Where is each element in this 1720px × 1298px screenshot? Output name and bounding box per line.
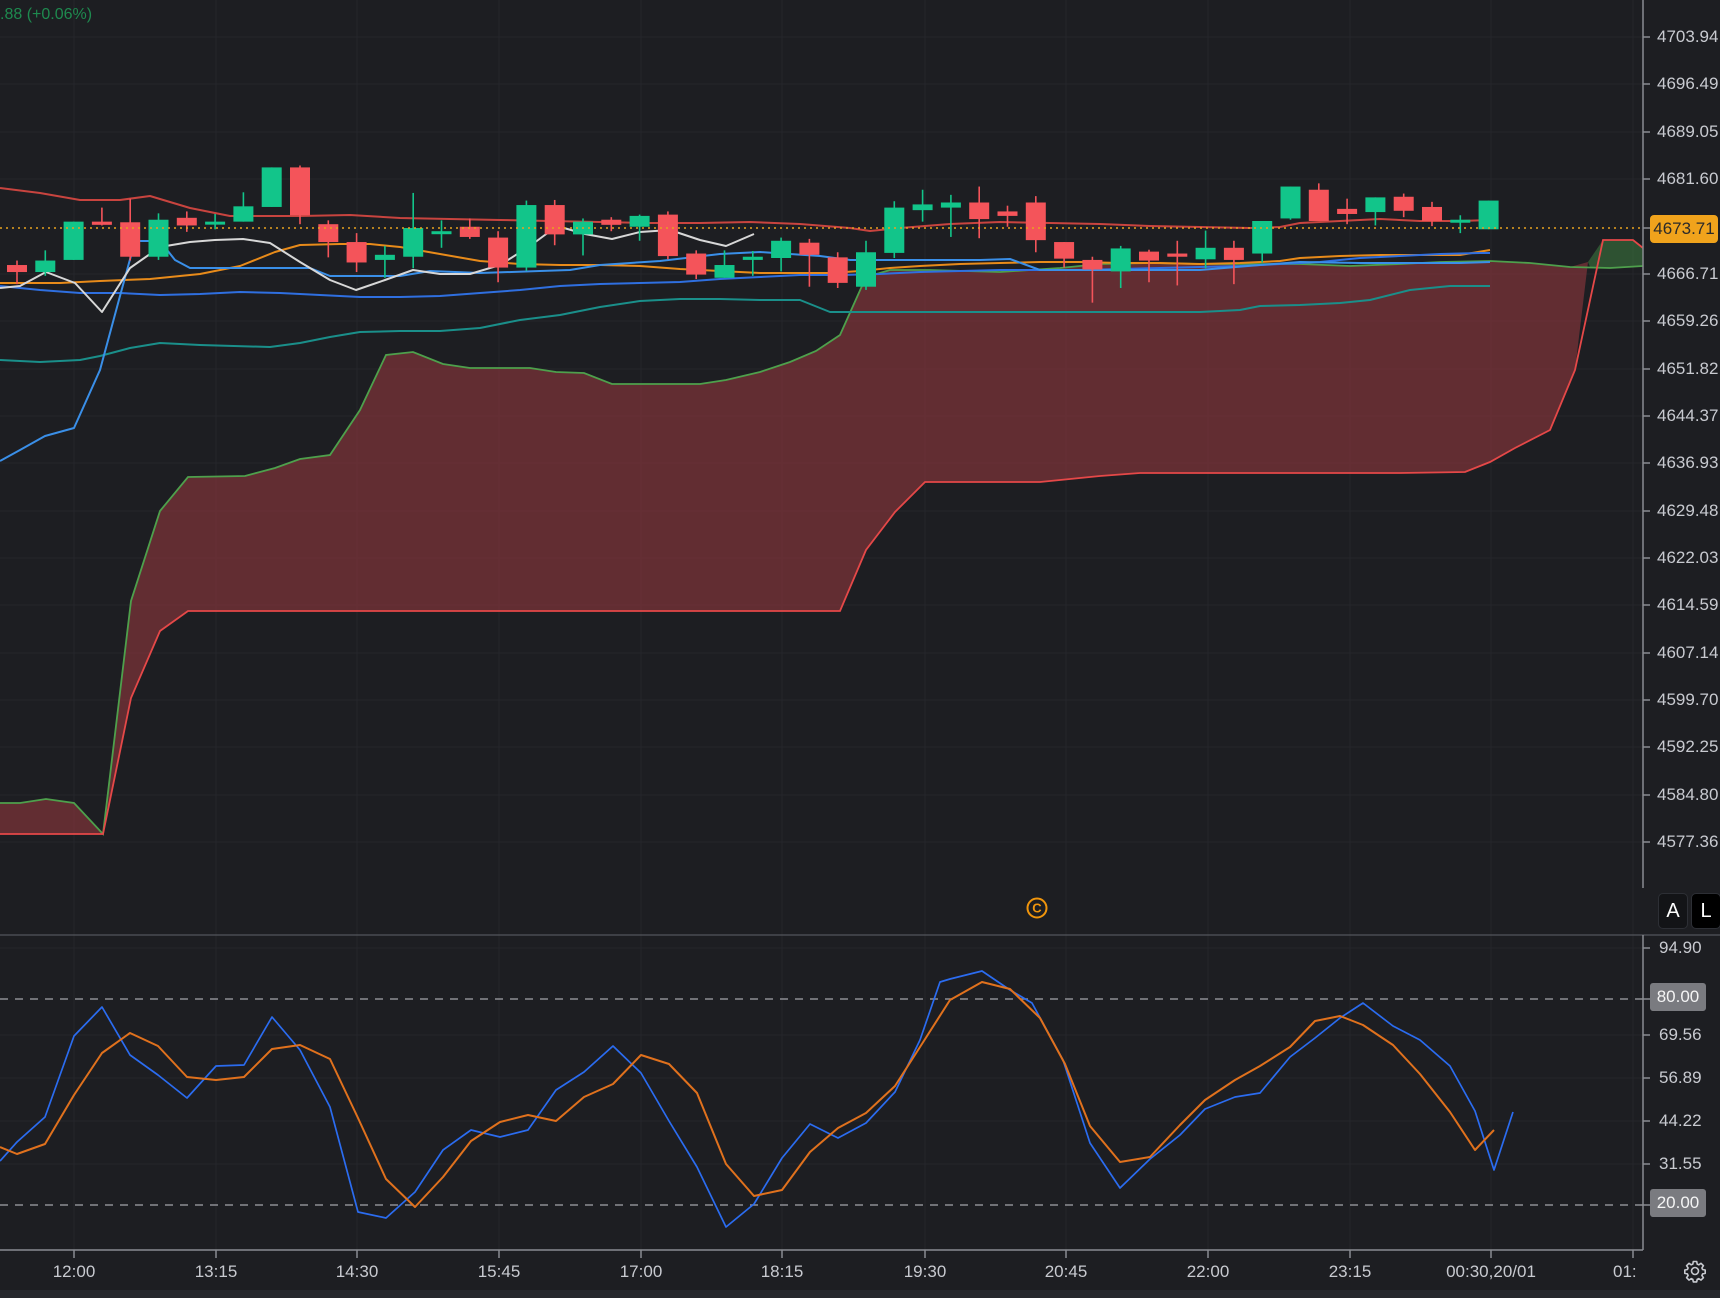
price-tick-label: 4703.94 — [1657, 27, 1719, 46]
log-scale-button[interactable]: L — [1691, 893, 1720, 929]
time-tick-label: 15:45 — [477, 1262, 521, 1281]
time-tick-label: 14:30 — [335, 1262, 379, 1281]
price-tick-label: 4636.93 — [1657, 453, 1719, 472]
stochastic-pane — [0, 970, 1643, 1228]
copyright-marker-icon[interactable]: C — [1026, 897, 1048, 919]
price-tick-label: 4607.14 — [1657, 643, 1719, 662]
time-tick-label: 19:30 — [903, 1262, 947, 1281]
time-tick-label: 17:00 — [619, 1262, 663, 1281]
price-tick-label: 4651.82 — [1657, 359, 1719, 378]
bottom-strip — [0, 1290, 1720, 1298]
price-tick-label: 4592.25 — [1657, 737, 1719, 756]
price-change-legend: .88 (+0.06%) — [0, 6, 93, 23]
stoch-tick-label: 31.55 — [1659, 1154, 1702, 1173]
price-tick-label: 4696.49 — [1657, 74, 1719, 93]
price-tick-label: 4689.05 — [1657, 122, 1719, 141]
time-tick-label: 01:4 — [1613, 1262, 1636, 1281]
time-tick-label: 00:30,20/01 — [1446, 1262, 1536, 1281]
lower-level-badge: 20.00 — [1650, 1189, 1706, 1217]
price-tick-label: 4622.03 — [1657, 548, 1719, 567]
price-tick-label: 4681.60 — [1657, 169, 1719, 188]
time-tick-label: 20:45 — [1044, 1262, 1088, 1281]
price-tick-label: 4584.80 — [1657, 785, 1719, 804]
price-tick-label: 4659.26 — [1657, 311, 1719, 330]
current-price-badge: 4673.71 — [1650, 215, 1718, 243]
upper-level-badge: 80.00 — [1650, 983, 1706, 1011]
stoch-tick-label: 56.89 — [1659, 1068, 1702, 1087]
settings-gear-icon[interactable] — [1683, 1259, 1707, 1283]
stoch-tick-label: 94.90 — [1659, 938, 1702, 957]
price-tick-label: 4614.59 — [1657, 595, 1719, 614]
price-tick-label: 4577.36 — [1657, 832, 1719, 851]
stoch-tick-label: 44.22 — [1659, 1111, 1702, 1130]
time-tick-label: 12:00 — [52, 1262, 96, 1281]
time-tick-label: 13:15 — [194, 1262, 238, 1281]
stoch-tick-label: 69.56 — [1659, 1025, 1702, 1044]
auto-scale-button[interactable]: A — [1658, 893, 1688, 929]
price-tick-label: 4666.71 — [1657, 264, 1719, 283]
candlesticks — [7, 165, 1499, 303]
price-tick-label: 4629.48 — [1657, 501, 1719, 520]
price-tick-label: 4599.70 — [1657, 690, 1719, 709]
grid-lines — [0, 0, 1643, 1250]
axis-ticks — [73, 36, 1650, 1258]
price-tick-label: 4644.37 — [1657, 406, 1719, 425]
ichimoku-cloud — [0, 239, 1644, 837]
time-tick-label: 22:00 — [1186, 1262, 1230, 1281]
time-tick-label: 23:15 — [1328, 1262, 1372, 1281]
svg-text:C: C — [1032, 901, 1042, 916]
time-tick-label: 18:15 — [760, 1262, 804, 1281]
